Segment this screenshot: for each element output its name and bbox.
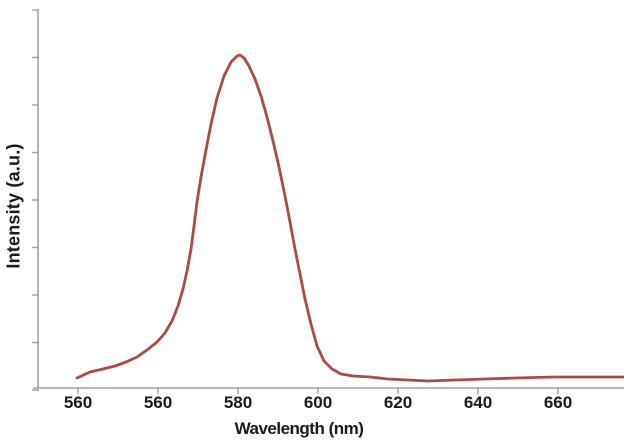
x-tick-label: 620 bbox=[383, 393, 413, 412]
axis-ticks bbox=[32, 9, 559, 394]
x-tick-label: 660 bbox=[543, 393, 573, 412]
x-tick-labels: 560 560 580 600 620 640 660 bbox=[0, 393, 624, 415]
y-axis-label: Intensity (a.u.) bbox=[3, 143, 24, 269]
x-tick-label: 600 bbox=[303, 393, 333, 412]
x-tick-label: 580 bbox=[223, 393, 253, 412]
x-tick-label: 560 bbox=[143, 393, 173, 412]
x-axis-label: Wavelength (nm) bbox=[234, 419, 364, 438]
x-tick-label: 560 bbox=[63, 393, 93, 412]
spectrum-curve bbox=[75, 53, 624, 383]
x-tick-label: 640 bbox=[463, 393, 493, 412]
